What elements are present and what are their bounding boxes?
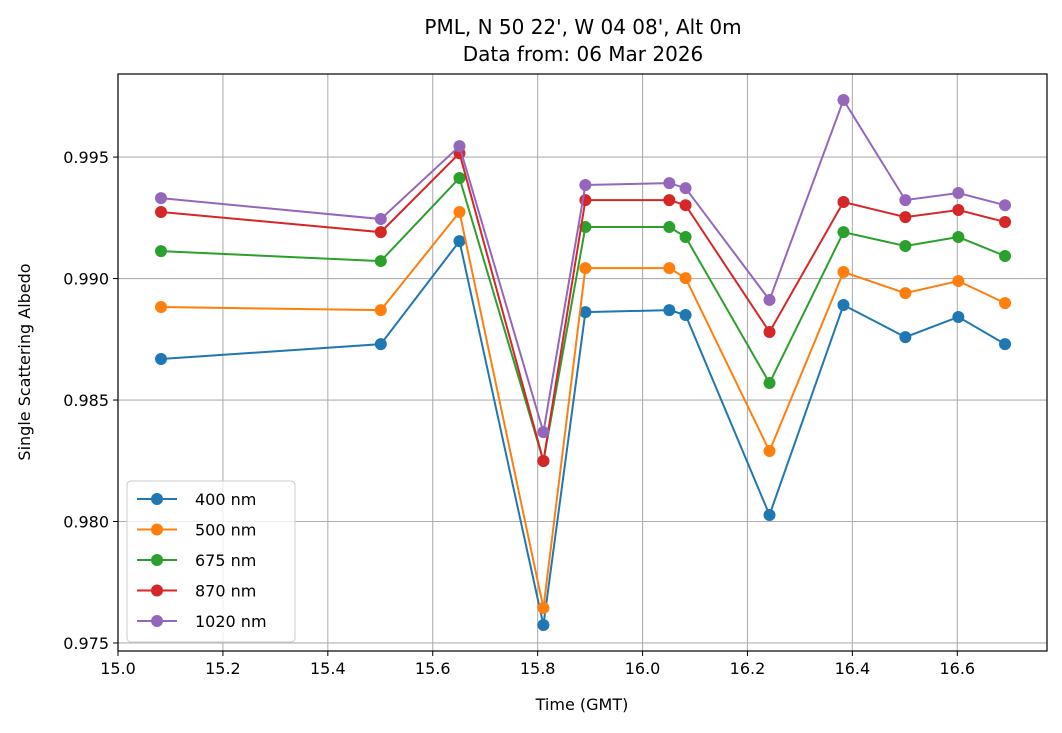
data-point [453,140,466,153]
data-point [952,310,965,323]
y-tick-label: 0.990 [63,270,109,289]
data-point [952,274,965,287]
x-axis-label: Time (GMT) [535,695,629,714]
data-point [899,211,912,224]
axis-ticks: 15.0 15.2 15.4 15.6 15.8 16.0 16.2 16.4 16.6 0.97… [63,148,975,678]
data-point [899,194,912,207]
data-point [374,255,387,268]
series-line [160,151,1006,462]
legend-label: 870 nm [195,582,256,601]
data-point [679,272,692,285]
data-point [999,297,1012,310]
series-group [155,93,1012,632]
data-point [837,266,850,279]
data-point [679,309,692,322]
data-point [537,619,550,632]
series-400-nm [155,235,1012,632]
data-point [453,205,466,218]
data-point [155,245,168,258]
data-point [837,226,850,239]
data-point [374,213,387,226]
x-tick-label: 15.8 [520,659,556,678]
legend-marker [151,523,163,536]
legend-marker [151,584,163,597]
series-500-nm [155,205,1012,614]
data-point [155,300,168,313]
y-tick-label: 0.975 [63,634,109,653]
data-point [952,231,965,244]
data-point [837,93,850,106]
data-point [579,262,592,275]
data-point [663,262,676,275]
data-point [763,508,776,521]
series-1020-nm [155,93,1012,439]
series-line [160,238,1006,626]
data-point [453,235,466,248]
data-point [679,199,692,212]
legend-label: 500 nm [195,521,256,540]
series-line [160,209,1006,609]
data-point [155,205,168,218]
data-point [999,338,1012,351]
legend: 400 nm 500 nm 675 nm 870 nm 1020 nm [126,480,296,643]
data-point [537,601,550,614]
data-point [999,215,1012,228]
data-point [763,293,776,306]
x-tick-label: 16.2 [730,659,766,678]
chart-title: PML, N 50 22', W 04 08', Alt 0m [424,15,741,39]
data-point [837,299,850,312]
data-point [374,338,387,351]
data-point [453,171,466,184]
plot-frame [117,73,1048,652]
y-tick-label: 0.995 [63,148,109,167]
data-point [952,187,965,200]
data-point [679,182,692,195]
x-tick-label: 15.4 [310,659,346,678]
legend-label: 1020 nm [195,612,267,631]
data-point [155,192,168,205]
x-tick-label: 16.0 [625,659,661,678]
data-point [579,179,592,192]
series-line [160,176,1006,462]
x-tick-label: 15.0 [100,659,136,678]
data-point [763,326,776,339]
data-point [763,377,776,390]
chart-subtitle: Data from: 06 Mar 2026 [463,42,704,66]
x-tick-label: 16.6 [939,659,975,678]
data-point [374,226,387,239]
data-point [663,221,676,234]
x-tick-label: 16.4 [835,659,871,678]
series-line [160,97,1006,433]
data-point [537,426,550,439]
legend-marker [151,554,163,566]
data-point [952,204,965,217]
legend-marker [151,615,163,627]
data-point [579,306,592,319]
y-axis-label: Single Scattering Albedo [15,263,34,460]
legend-label: 400 nm [195,490,256,509]
data-point [763,445,776,458]
data-point [663,304,676,317]
data-point [663,177,676,190]
data-point [999,199,1012,212]
data-point [155,352,168,365]
data-point [537,455,550,468]
data-point [899,240,912,253]
y-tick-label: 0.980 [63,513,109,532]
data-point [899,331,912,344]
x-tick-label: 15.2 [205,659,241,678]
data-point [999,249,1012,262]
legend-marker [151,493,163,505]
data-point [679,231,692,244]
data-point [374,304,387,317]
x-tick-label: 15.6 [415,659,451,678]
legend-box [126,480,296,643]
legend-label: 675 nm [195,551,256,570]
data-point [899,287,912,300]
data-point [837,196,850,209]
data-point [663,194,676,207]
y-tick-label: 0.985 [63,391,109,410]
